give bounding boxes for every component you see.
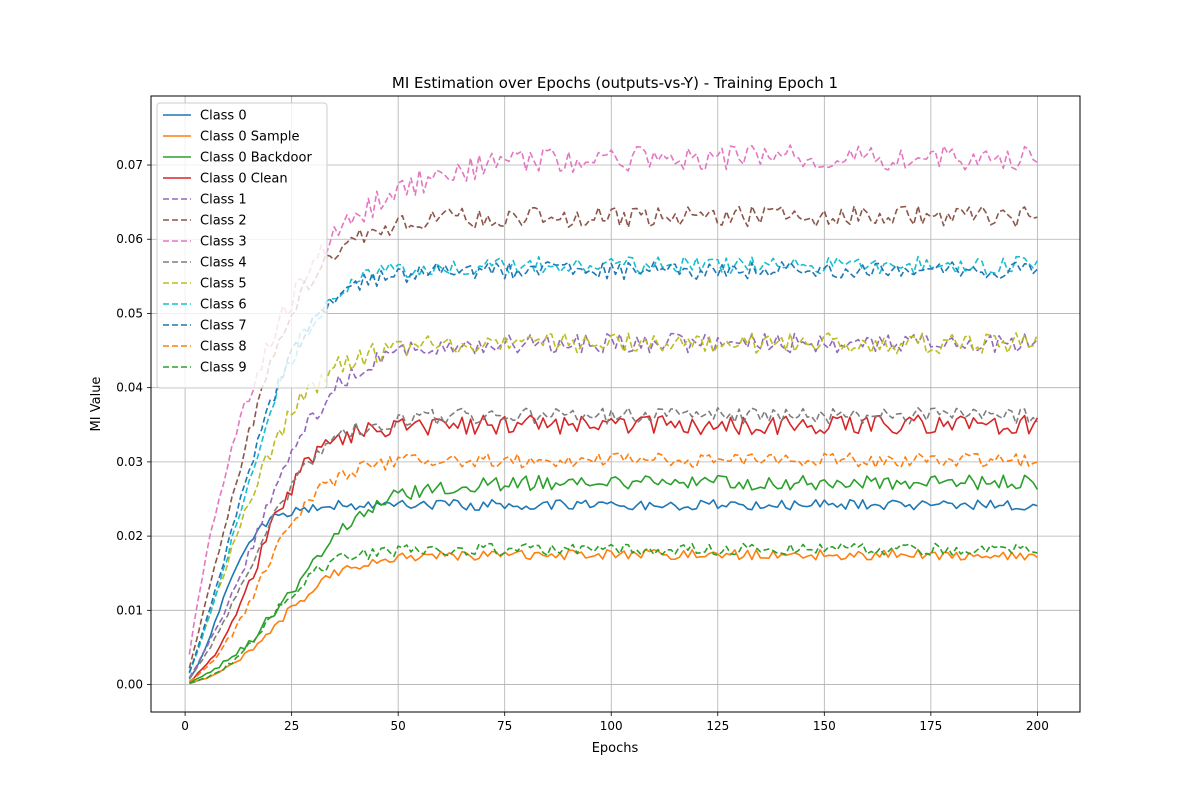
y-tick-label: 0.03 (116, 455, 143, 469)
legend-label: Class 1 (200, 193, 247, 208)
chart-title: MI Estimation over Epochs (outputs-vs-Y)… (392, 74, 838, 92)
y-axis-label: MI Value (89, 377, 104, 432)
legend-label: Class 4 (200, 256, 247, 271)
y-tick-label: 0.00 (116, 678, 143, 692)
series-line-class-4 (188, 406, 1038, 680)
x-tick-label: 125 (706, 719, 729, 733)
x-tick-label: 175 (919, 719, 942, 733)
series-line-class-2 (188, 205, 1038, 669)
grid (151, 96, 1080, 712)
legend-label: Class 3 (200, 235, 247, 250)
y-tick-label: 0.04 (116, 381, 143, 395)
series-line-class-8 (188, 452, 1038, 683)
series-line-class-0 (188, 498, 1038, 680)
legend-label: Class 0 Sample (200, 130, 299, 145)
legend-label: Class 0 Clean (200, 172, 288, 187)
x-tick-label: 0 (181, 719, 189, 733)
y-tick-label: 0.05 (116, 306, 143, 320)
legend-box (156, 102, 328, 389)
series-line-class-3 (188, 144, 1038, 655)
x-tick-label: 150 (813, 719, 836, 733)
series-line-class-0-backdoor (188, 474, 1039, 684)
series-line-class-5 (188, 332, 1039, 673)
legend-label: Class 0 Backdoor (200, 151, 312, 166)
series-line-class-9 (189, 542, 1038, 685)
legend-label: Class 9 (200, 361, 247, 376)
legend-label: Class 0 (200, 109, 247, 124)
legend-label: Class 8 (200, 340, 247, 355)
series-line-class-0-sample (189, 548, 1038, 685)
legend-label: Class 2 (200, 214, 247, 229)
series-line-class-7 (188, 261, 1038, 673)
x-axis-label: Epochs (592, 741, 639, 756)
axis-ticks: 0 25 50 75 100 125 150 175 200 0.00 0.01 0.02 0.03 0.… (116, 158, 1049, 733)
y-tick-label: 0.01 (116, 603, 143, 617)
x-tick-label: 100 (600, 719, 623, 733)
legend: Class 0 Class 0 Sample Class 0 Backdoor Cla… (156, 102, 328, 389)
series-line-class-0-clean (188, 414, 1039, 683)
legend-label: Class 7 (200, 319, 247, 334)
legend-label: Class 5 (200, 277, 247, 292)
x-tick-label: 75 (497, 719, 512, 733)
y-tick-label: 0.02 (116, 529, 143, 543)
y-tick-label: 0.07 (116, 158, 143, 172)
series-lines (188, 144, 1039, 685)
x-tick-label: 50 (391, 719, 406, 733)
x-tick-label: 200 (1026, 719, 1049, 733)
x-tick-label: 25 (284, 719, 299, 733)
y-tick-label: 0.06 (116, 232, 143, 246)
legend-label: Class 6 (200, 298, 247, 313)
series-line-class-1 (188, 332, 1038, 679)
plot-area-frame (150, 95, 1081, 713)
